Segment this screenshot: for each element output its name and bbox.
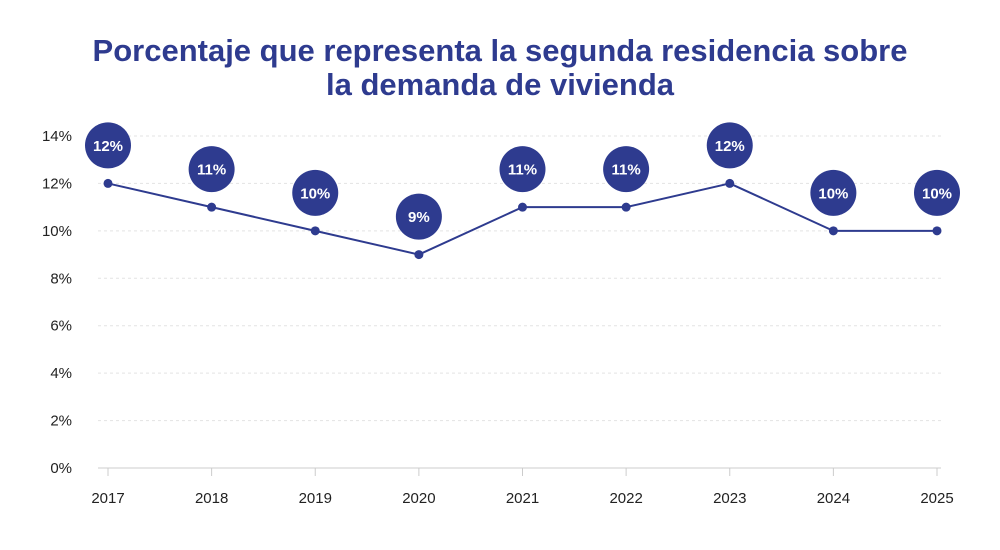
data-point: [518, 202, 527, 212]
data-label-bubble: [706, 122, 753, 169]
data-label-bubble: [292, 169, 339, 216]
y-tick-label: 14%: [42, 128, 72, 145]
x-tick-label: 2023: [713, 490, 746, 507]
y-tick-label: 12%: [42, 175, 72, 192]
chart-title-line-1: Porcentaje que representa la segunda res…: [92, 33, 908, 68]
chart-title-line-2: la demanda de vivienda: [325, 67, 675, 102]
data-point: [828, 226, 838, 236]
data-label: 10%: [922, 185, 952, 202]
y-tick-label: 2%: [50, 413, 72, 430]
data-point: [103, 178, 113, 188]
data-label-bubble: [85, 122, 131, 169]
data-label: 11%: [197, 162, 226, 179]
x-tick-label: 2018: [195, 490, 228, 507]
x-tick-label: 2019: [299, 490, 332, 507]
x-tick-label: 2024: [817, 490, 850, 507]
data-point: [621, 202, 631, 212]
y-tick-label: 10%: [42, 223, 72, 240]
x-tick-label: 2017: [91, 490, 124, 507]
data-label-bubble: [603, 146, 650, 193]
data-label-bubble: [499, 146, 546, 193]
y-tick-label: 8%: [50, 270, 72, 287]
data-label-bubble: [395, 193, 442, 240]
chart-title: Porcentaje que representa la segunda res…: [0, 34, 1000, 102]
y-tick-label: 6%: [50, 318, 72, 335]
data-point: [725, 178, 735, 188]
data-point: [932, 226, 942, 236]
data-label: 10%: [818, 185, 848, 202]
x-tick-label: 2025: [920, 490, 953, 507]
data-label: 11%: [612, 162, 641, 179]
data-label-bubble: [914, 169, 960, 216]
data-point: [207, 202, 217, 212]
data-point: [414, 250, 424, 260]
data-label: 10%: [300, 185, 330, 202]
data-label: 12%: [715, 138, 745, 155]
data-point: [310, 226, 320, 236]
y-tick-label: 0%: [50, 460, 72, 477]
x-tick-label: 2022: [609, 490, 642, 507]
data-label: 12%: [93, 138, 123, 155]
x-tick-label: 2020: [402, 490, 435, 507]
data-label: 9%: [408, 209, 430, 226]
data-label: 11%: [508, 162, 537, 179]
x-tick-label: 2021: [506, 490, 539, 507]
data-label-bubble: [188, 146, 235, 193]
y-tick-label: 4%: [50, 365, 72, 382]
data-label-bubble: [810, 169, 857, 216]
